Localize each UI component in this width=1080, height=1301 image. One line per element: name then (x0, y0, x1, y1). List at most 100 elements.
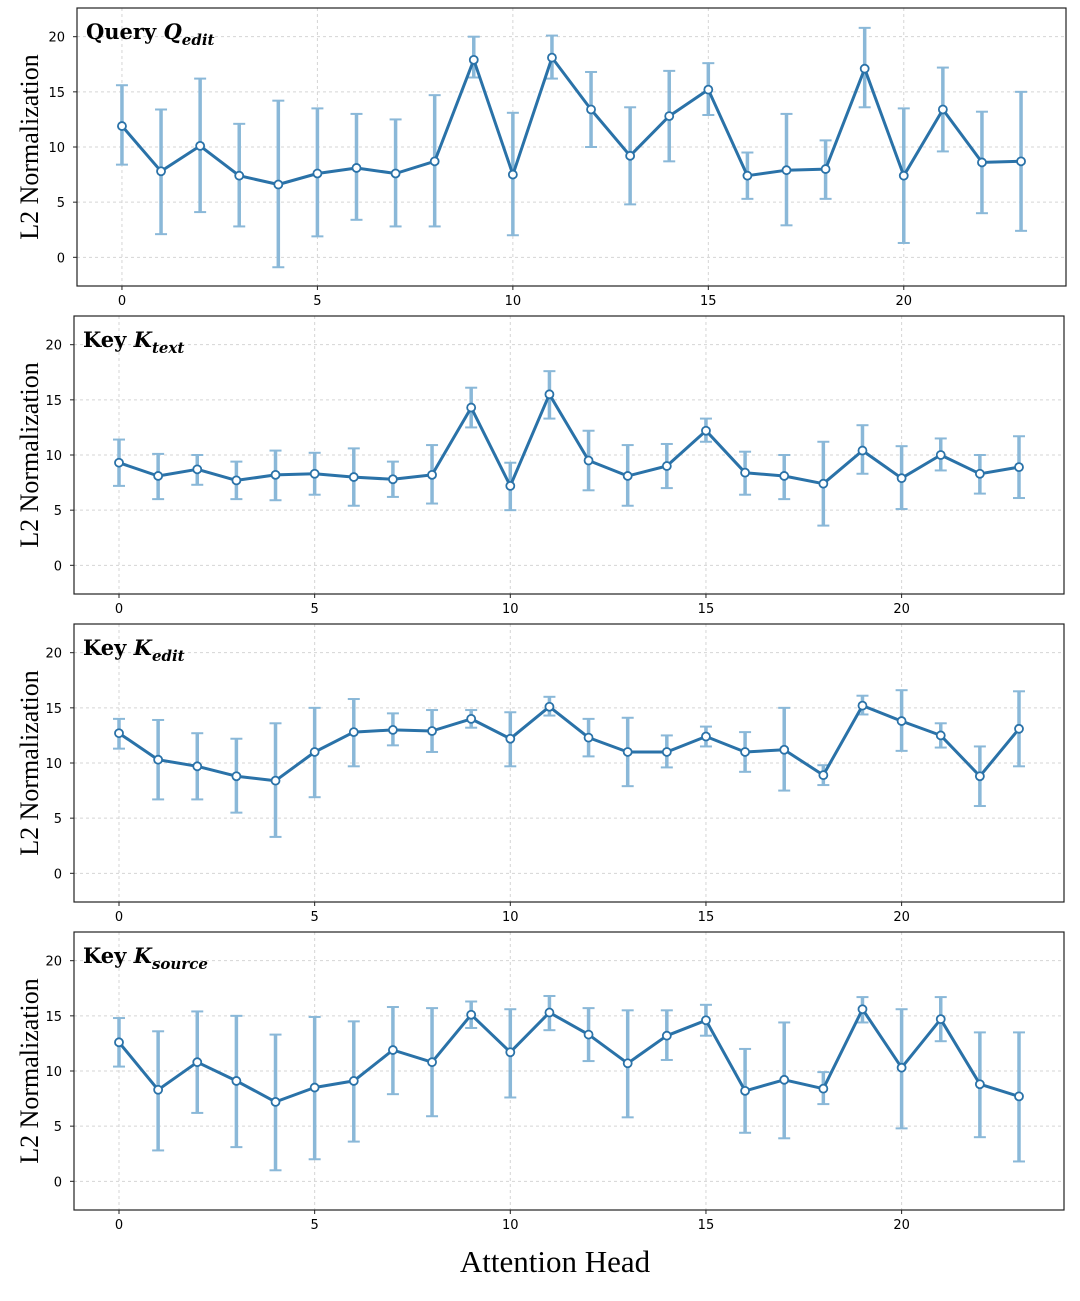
panel-title-subscript: edit (182, 31, 215, 49)
data-point (544, 1007, 555, 1018)
data-point (390, 168, 401, 179)
data-point (781, 165, 792, 176)
x-tick-label: 5 (313, 294, 321, 309)
series-line (118, 704, 1021, 783)
panel-title: Key Ktext (83, 327, 184, 357)
x-tick-label: 5 (311, 602, 319, 617)
data-point (273, 179, 284, 190)
panel-title-prefix: Query (86, 19, 164, 44)
panel-title: Query Qedit (86, 19, 215, 49)
data-point (114, 728, 124, 739)
panel-title-subscript: edit (152, 647, 185, 665)
data-point (622, 1058, 633, 1069)
data-point (896, 716, 907, 726)
data-point (977, 157, 987, 168)
panel-title-subscript: source (152, 955, 208, 973)
data-point (156, 166, 166, 177)
data-point (857, 700, 868, 711)
x-tick-label: 20 (893, 602, 910, 617)
x-tick-label: 5 (311, 910, 319, 925)
y-tick-label: 15 (48, 86, 65, 101)
data-point (818, 1083, 829, 1094)
y-tick-label: 5 (57, 196, 65, 211)
data-point (664, 111, 675, 122)
panel-title-prefix: Key (83, 943, 134, 968)
panel-title-prefix: Key (83, 327, 134, 352)
x-tick-label: 20 (895, 294, 912, 309)
data-point (153, 1084, 164, 1095)
data-point (1014, 723, 1024, 734)
data-point (505, 733, 516, 744)
x-tick-label: 15 (698, 1218, 715, 1233)
data-point (348, 727, 359, 738)
y-tick-label: 20 (45, 339, 62, 354)
data-point (896, 473, 907, 484)
y-tick-label: 10 (48, 141, 65, 156)
data-point (427, 726, 437, 736)
x-tick-label: 0 (115, 910, 123, 925)
y-tick-label: 0 (57, 251, 65, 266)
data-point (701, 1015, 711, 1026)
data-point (388, 725, 398, 735)
data-point (348, 1076, 359, 1086)
data-point (818, 770, 829, 781)
data-point (740, 467, 750, 478)
x-tick-label: 5 (311, 1218, 319, 1233)
y-tick-label: 10 (45, 757, 62, 772)
data-point (547, 52, 557, 63)
y-tick-label: 5 (54, 812, 62, 827)
data-point (1016, 156, 1026, 167)
data-point (114, 1037, 124, 1048)
data-point (270, 775, 281, 786)
data-point (192, 1057, 203, 1068)
data-point (466, 1009, 477, 1020)
data-point (117, 121, 127, 131)
x-tick-label: 0 (118, 294, 126, 309)
data-point (544, 389, 555, 400)
data-point (270, 469, 281, 480)
data-point (505, 1047, 516, 1058)
data-point (779, 471, 790, 481)
series-line (118, 392, 1020, 488)
data-point (1014, 462, 1024, 473)
y-tick-label: 0 (54, 1175, 62, 1190)
data-point (1014, 1091, 1024, 1102)
x-tick-label: 10 (502, 910, 519, 925)
x-tick-label: 10 (505, 294, 522, 309)
x-tick-label: 15 (698, 602, 715, 617)
data-point (388, 474, 398, 485)
data-point (429, 156, 440, 167)
data-point (586, 104, 596, 115)
data-point (505, 480, 516, 491)
data-point (309, 468, 320, 479)
y-tick-label: 5 (54, 1120, 62, 1135)
data-point (740, 1085, 750, 1096)
data-point (740, 747, 750, 757)
series-line (117, 1007, 1020, 1104)
data-point (701, 425, 711, 436)
panel-title: Key Kedit (83, 635, 185, 665)
data-point (427, 469, 437, 480)
panel-title-symbol: K (133, 327, 153, 352)
x-axis-label: Attention Head (460, 1244, 651, 1279)
y-tick-label: 5 (54, 504, 62, 519)
y-axis-label: L2 Normalization (15, 54, 44, 240)
y-tick-label: 15 (45, 1010, 62, 1025)
panel-title-prefix: Key (83, 635, 134, 660)
data-point (974, 468, 985, 479)
data-point (937, 104, 948, 115)
y-axis-label: L2 Normalization (15, 670, 44, 856)
data-point (935, 1014, 946, 1025)
y-tick-label: 20 (48, 31, 65, 46)
data-point (583, 455, 594, 466)
x-tick-label: 0 (115, 1218, 123, 1233)
data-point (779, 744, 790, 755)
data-point (231, 771, 242, 782)
panel-title-symbol: K (133, 635, 153, 660)
data-point (192, 464, 203, 475)
data-point (468, 54, 479, 65)
